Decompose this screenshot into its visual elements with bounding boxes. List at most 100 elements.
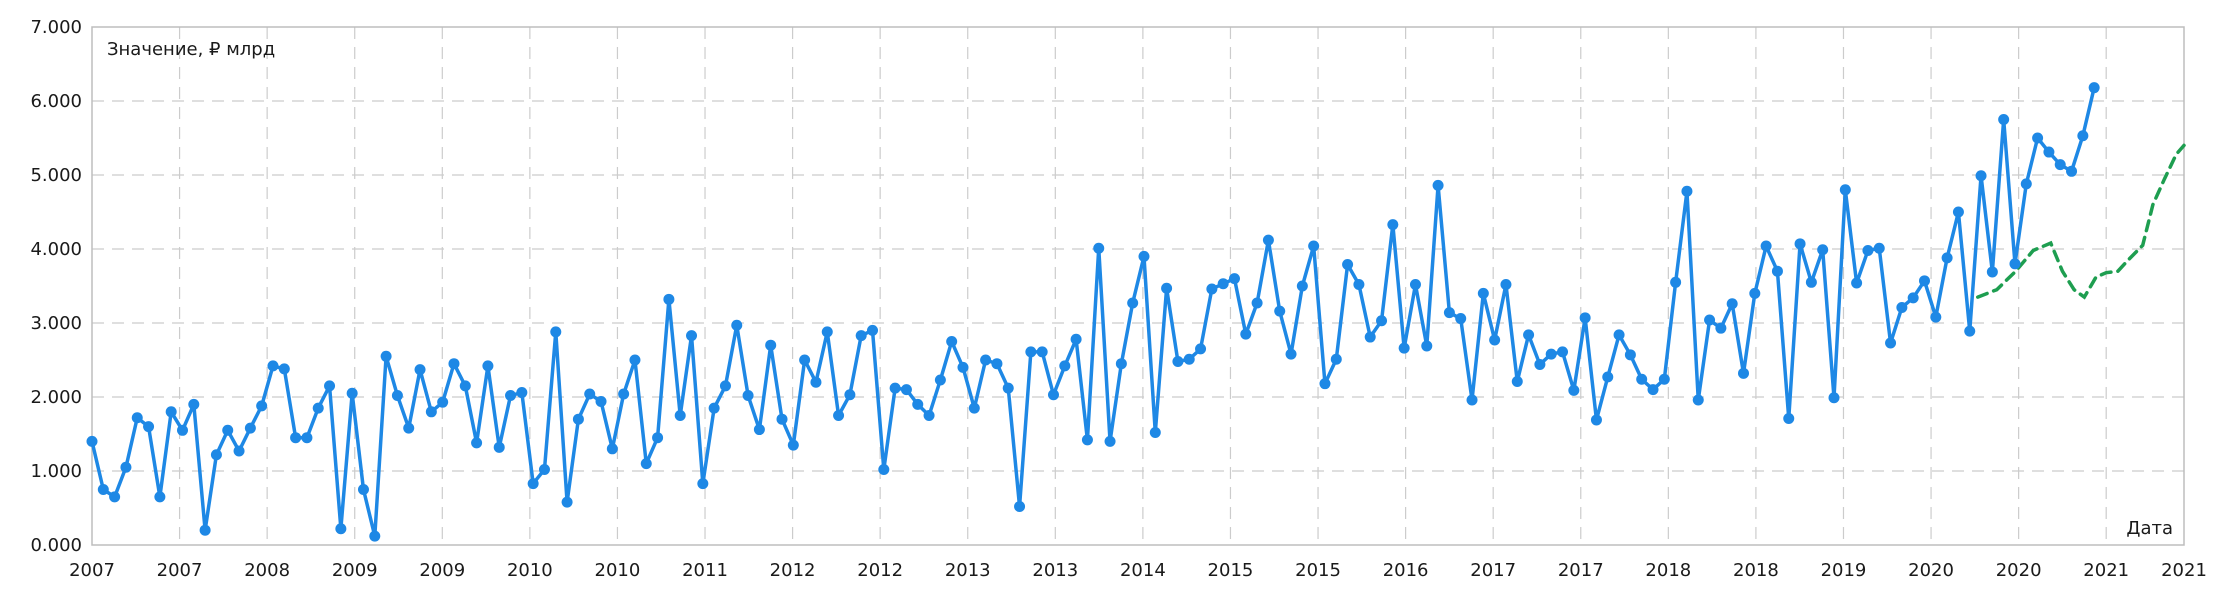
- data-point: [1658, 373, 1670, 385]
- data-point: [686, 330, 698, 342]
- data-point: [290, 432, 302, 444]
- x-tick-label: 2020: [1996, 560, 2042, 581]
- data-point: [1828, 392, 1840, 404]
- data-point: [2043, 146, 2055, 158]
- data-point: [1862, 244, 1874, 256]
- data-point: [1161, 282, 1173, 294]
- data-point: [1907, 292, 1919, 304]
- data-point: [787, 439, 799, 451]
- data-point: [1964, 325, 1976, 337]
- data-point: [143, 421, 155, 433]
- data-point: [1319, 378, 1331, 390]
- y-tick-label: 0.000: [30, 535, 82, 556]
- data-point: [403, 422, 415, 434]
- data-point: [1568, 384, 1580, 396]
- data-point: [1590, 414, 1602, 426]
- data-point: [753, 424, 765, 436]
- data-point: [1206, 283, 1218, 295]
- data-point: [1240, 328, 1252, 340]
- data-point: [312, 402, 324, 414]
- x-tick-label: 2019: [1821, 560, 1867, 581]
- data-point: [346, 387, 358, 399]
- data-point: [176, 424, 188, 436]
- data-point: [652, 432, 664, 444]
- x-tick-label: 2016: [1383, 560, 1429, 581]
- data-point: [109, 491, 121, 503]
- data-point: [482, 360, 494, 372]
- data-point: [425, 406, 437, 418]
- data-point: [1217, 278, 1229, 290]
- data-point: [1545, 348, 1557, 360]
- data-point: [1138, 250, 1150, 262]
- data-point: [550, 326, 562, 338]
- series-layer: [86, 82, 2186, 542]
- x-tick-label: 2017: [1470, 560, 1516, 581]
- data-point: [120, 461, 132, 473]
- data-point: [2088, 82, 2100, 94]
- x-axis-title: Дата: [2126, 518, 2173, 539]
- data-point: [618, 388, 630, 400]
- data-point: [821, 326, 833, 338]
- y-tick-label: 5.000: [30, 165, 82, 186]
- data-point: [1681, 185, 1693, 197]
- data-point: [1941, 252, 1953, 264]
- data-point: [1930, 311, 1942, 323]
- data-point: [459, 380, 471, 392]
- data-point: [244, 422, 256, 434]
- data-point: [1839, 184, 1851, 196]
- data-point: [1364, 331, 1376, 343]
- y-tick-label: 3.000: [30, 313, 82, 334]
- data-point: [1873, 242, 1885, 254]
- y-tick-label: 2.000: [30, 387, 82, 408]
- data-point: [357, 484, 369, 495]
- data-point: [1851, 277, 1863, 289]
- x-tick-label: 2021: [2161, 560, 2207, 581]
- data-point: [1647, 384, 1659, 396]
- data-point: [131, 412, 143, 424]
- data-point: [1274, 305, 1286, 317]
- data-point: [584, 388, 596, 400]
- data-point: [222, 424, 234, 436]
- data-point: [1093, 242, 1105, 254]
- data-point: [448, 358, 460, 370]
- data-point: [1070, 333, 1082, 345]
- data-point: [946, 336, 958, 347]
- data-point: [1726, 298, 1738, 310]
- data-point: [1308, 240, 1320, 252]
- data-point: [742, 390, 754, 402]
- data-point: [1602, 371, 1614, 383]
- y-tick-label: 7.000: [30, 17, 82, 38]
- data-point: [991, 358, 1003, 370]
- data-point: [165, 406, 177, 418]
- data-point: [2009, 258, 2021, 270]
- data-point: [561, 496, 573, 508]
- data-point: [527, 478, 539, 490]
- data-point: [1172, 355, 1184, 367]
- data-point: [256, 400, 268, 412]
- data-point: [912, 398, 924, 410]
- data-point: [1624, 349, 1636, 361]
- x-tick-label: 2017: [1558, 560, 1604, 581]
- data-point: [86, 435, 98, 447]
- data-point: [1036, 346, 1048, 358]
- data-point: [1738, 367, 1750, 379]
- data-point: [1885, 337, 1897, 349]
- data-point: [1104, 435, 1116, 447]
- data-point: [1296, 280, 1308, 292]
- data-point: [1025, 346, 1037, 358]
- x-tick-label: 2013: [1032, 560, 1078, 581]
- data-point: [1636, 373, 1648, 385]
- x-tick-label: 2012: [857, 560, 903, 581]
- data-point: [1477, 287, 1489, 299]
- data-point: [1817, 244, 1829, 256]
- x-tick-label: 2012: [770, 560, 816, 581]
- data-point: [878, 464, 890, 476]
- data-point: [1432, 179, 1444, 191]
- data-point: [776, 413, 788, 425]
- data-point: [1059, 360, 1071, 372]
- data-point: [833, 410, 845, 421]
- data-point: [516, 387, 528, 399]
- data-point: [1285, 348, 1297, 360]
- x-tick-label: 2009: [332, 560, 378, 581]
- data-point: [1794, 238, 1806, 250]
